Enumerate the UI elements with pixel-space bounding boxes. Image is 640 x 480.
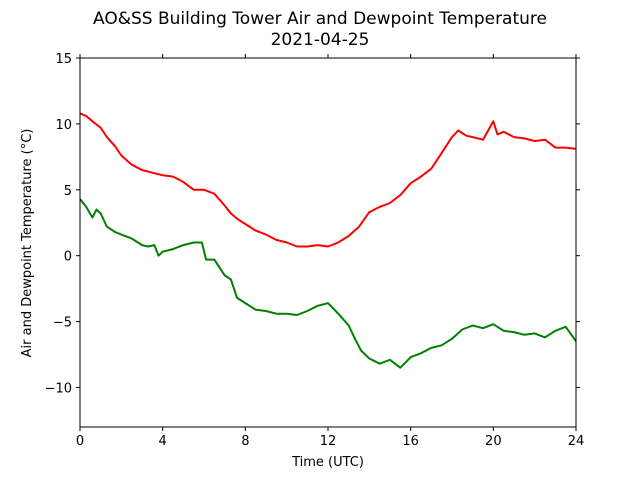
y-tick-label: 5: [64, 184, 72, 199]
y-tick-label: 15: [55, 52, 72, 67]
x-tick-label: 20: [485, 434, 502, 449]
x-axis-label: Time (UTC): [291, 455, 364, 470]
series-line-1: [79, 112, 577, 248]
chart-title: AO&SS Building Tower Air and Dewpoint Te…: [93, 9, 547, 29]
x-tick-label: 12: [320, 434, 337, 449]
y-tick-label: 10: [55, 118, 72, 133]
y-axis-label: Air and Dewpoint Temperature (°C): [20, 129, 35, 358]
x-tick-label: 16: [402, 434, 419, 449]
y-tick-label: −10: [45, 381, 72, 396]
series-layer: [79, 112, 577, 369]
chart-subtitle: 2021-04-25: [271, 30, 370, 50]
ticks-layer: 0 4 8 12 16 20 24 −10 −5 0 5 10 15: [45, 52, 585, 449]
x-tick-label: 8: [241, 434, 249, 449]
series-line-2: [79, 198, 577, 369]
x-tick-label: 24: [568, 434, 585, 449]
plot-frame: [79, 57, 577, 428]
y-tick-label: 0: [64, 250, 72, 265]
y-tick-label: −5: [53, 316, 72, 331]
x-tick-label: 0: [76, 434, 84, 449]
x-tick-label: 4: [159, 434, 167, 449]
